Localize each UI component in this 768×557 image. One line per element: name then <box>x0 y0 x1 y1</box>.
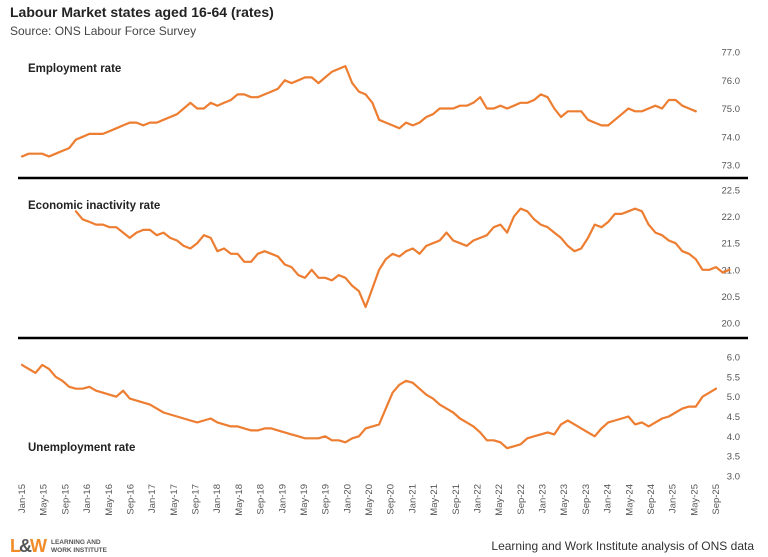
x-tick-label: Sep-24 <box>646 484 657 515</box>
x-tick-label: Sep-16 <box>125 484 136 515</box>
x-tick-label: Jan-15 <box>17 484 28 513</box>
source-footer: Learning and Work Institute analysis of … <box>491 539 754 553</box>
y-tick-label: 75.0 <box>722 104 741 115</box>
series-line <box>74 207 731 309</box>
y-tick-label: 76.0 <box>722 76 741 87</box>
lwi-logo: L&W LEARNING AND WORK INSTITUTE <box>10 536 107 557</box>
x-tick-label: May-16 <box>104 484 115 516</box>
y-tick-label: 5.5 <box>727 372 740 383</box>
x-tick-label: Sep-19 <box>321 484 332 515</box>
y-tick-label: 21.0 <box>722 265 741 276</box>
chart-subtitle: Source: ONS Labour Force Survey <box>10 24 197 38</box>
x-tick-label: Sep-20 <box>386 484 397 515</box>
x-tick-label: May-23 <box>559 484 570 516</box>
series-line <box>20 65 697 158</box>
y-tick-label: 3.0 <box>727 472 740 483</box>
logo-text: LEARNING AND WORK INSTITUTE <box>51 539 107 554</box>
x-tick-label: Jan-18 <box>212 484 223 513</box>
y-tick-label: 20.5 <box>722 292 741 303</box>
x-tick-label: May-20 <box>364 484 375 516</box>
x-tick-label: Jan-20 <box>342 484 353 513</box>
y-tick-label: 20.0 <box>722 319 741 330</box>
x-tick-label: May-19 <box>299 484 310 516</box>
y-tick-label: 5.0 <box>727 392 740 403</box>
y-tick-label: 22.0 <box>722 212 741 223</box>
series-line <box>20 363 718 450</box>
panel-label: Unemployment rate <box>28 442 135 454</box>
y-tick-label: 3.5 <box>727 452 740 463</box>
y-tick-label: 6.0 <box>727 353 740 364</box>
x-tick-label: Jan-23 <box>538 484 549 513</box>
panel-label: Economic inactivity rate <box>28 200 160 212</box>
panel-label: Employment rate <box>28 63 121 75</box>
x-tick-label: Sep-17 <box>191 484 202 515</box>
x-tick-label: Sep-25 <box>711 484 722 515</box>
x-tick-label: May-15 <box>39 484 50 516</box>
x-tick-label: Jan-21 <box>407 484 418 513</box>
x-tick-label: May-25 <box>689 484 700 516</box>
y-tick-label: 73.0 <box>722 161 741 172</box>
x-tick-label: Sep-22 <box>516 484 527 515</box>
y-tick-label: 21.5 <box>722 239 741 250</box>
x-tick-label: May-17 <box>169 484 180 516</box>
x-tick-label: Jan-24 <box>603 484 614 513</box>
y-tick-label: 4.5 <box>727 412 740 423</box>
x-tick-label: Sep-23 <box>581 484 592 515</box>
x-tick-label: May-18 <box>234 484 245 516</box>
x-tick-label: Jan-25 <box>668 484 679 513</box>
x-tick-label: May-22 <box>494 484 505 516</box>
y-tick-label: 74.0 <box>722 132 741 143</box>
x-tick-label: Sep-21 <box>451 484 462 515</box>
x-tick-label: Jan-22 <box>472 484 483 513</box>
y-tick-label: 22.5 <box>722 186 741 197</box>
logo-mark: L&W <box>10 536 47 556</box>
x-tick-label: May-21 <box>429 484 440 516</box>
x-tick-label: Sep-18 <box>256 484 267 515</box>
x-tick-label: Sep-15 <box>60 484 71 515</box>
y-tick-label: 77.0 <box>722 48 741 59</box>
y-tick-label: 4.0 <box>727 432 740 443</box>
x-tick-label: May-24 <box>624 484 635 516</box>
x-tick-label: Jan-17 <box>147 484 158 513</box>
chart-title: Labour Market states aged 16-64 (rates) <box>10 4 274 20</box>
x-tick-label: Jan-19 <box>277 484 288 513</box>
x-tick-label: Jan-16 <box>82 484 93 513</box>
